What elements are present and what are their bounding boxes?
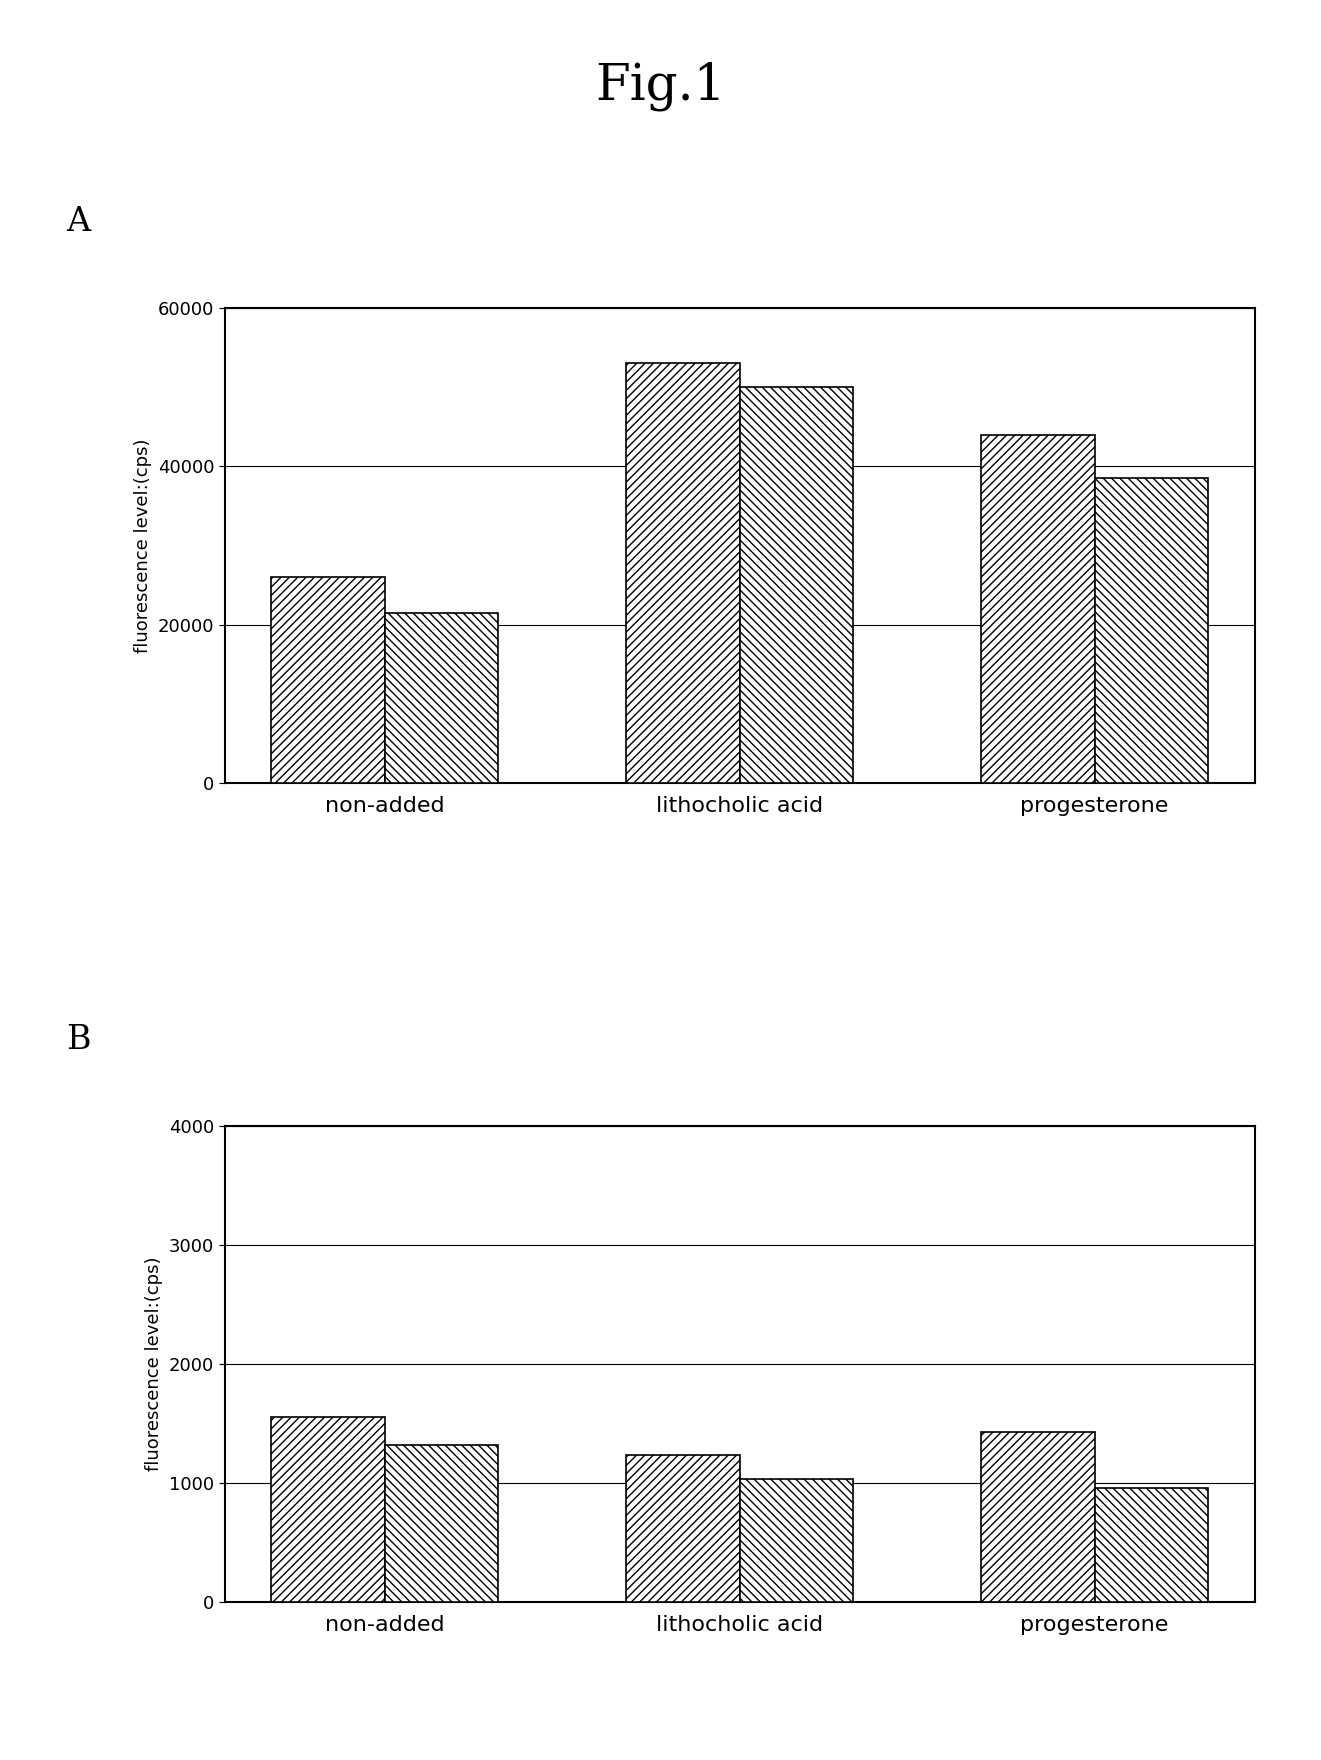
Bar: [740, 1478, 853, 1602]
Bar: [384, 1445, 498, 1602]
Text: B: B: [66, 1024, 91, 1056]
Y-axis label: fluorescence level:(cps): fluorescence level:(cps): [135, 438, 152, 653]
Text: A: A: [66, 206, 90, 238]
Bar: [740, 387, 853, 783]
Bar: [626, 1456, 740, 1602]
Bar: [1095, 479, 1209, 783]
Bar: [384, 612, 498, 783]
Bar: [982, 1431, 1095, 1602]
Bar: [271, 1417, 384, 1602]
Text: Fig.1: Fig.1: [596, 62, 725, 111]
Y-axis label: fluorescence level:(cps): fluorescence level:(cps): [145, 1257, 164, 1471]
Bar: [626, 363, 740, 783]
Bar: [982, 435, 1095, 783]
Bar: [1095, 1487, 1209, 1602]
Bar: [271, 577, 384, 783]
